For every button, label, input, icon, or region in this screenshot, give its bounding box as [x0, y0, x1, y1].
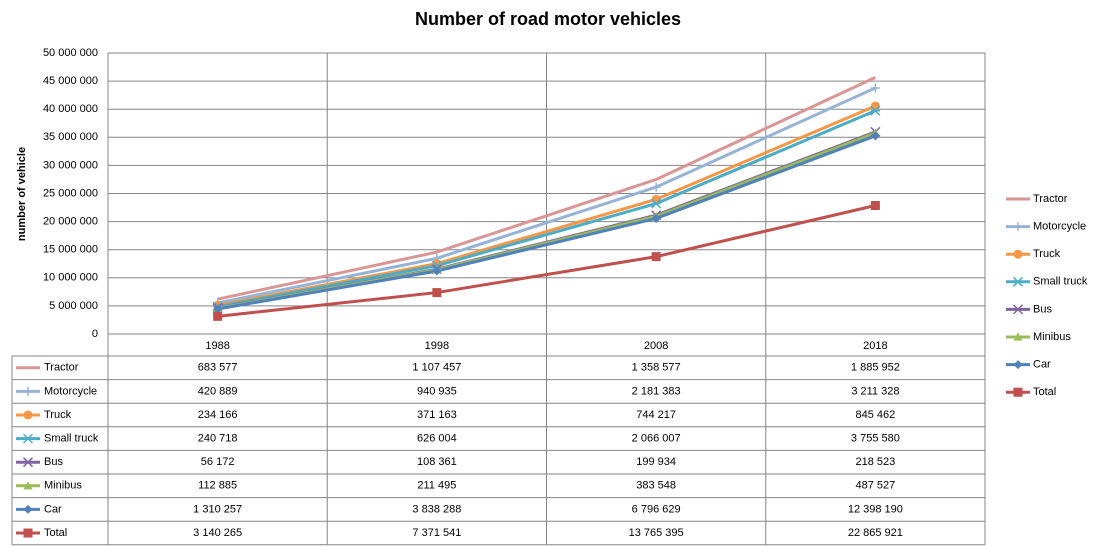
legend-label: Minibus — [1033, 331, 1071, 343]
table-value: 240 718 — [198, 433, 238, 445]
table-value: 1 885 952 — [851, 362, 900, 374]
table-row-label: Total — [44, 527, 67, 539]
marker — [651, 213, 661, 223]
legend-label: Tractor — [1033, 193, 1068, 205]
y-tick-label: 30 000 000 — [43, 159, 98, 171]
table-value: 3 838 288 — [412, 503, 461, 515]
table-value: 683 577 — [198, 362, 238, 374]
marker — [870, 83, 880, 93]
marker — [1013, 360, 1023, 370]
marker — [870, 105, 881, 116]
series-line — [217, 109, 876, 309]
marker — [1012, 276, 1024, 287]
marker — [651, 182, 661, 192]
legend-label: Total — [1033, 386, 1056, 398]
table-value: 3 140 265 — [193, 527, 242, 539]
table-value: 211 495 — [417, 480, 456, 492]
series-line — [217, 204, 876, 318]
table-value: 3 755 580 — [851, 433, 900, 445]
marker — [23, 504, 33, 514]
table-value: 1 358 577 — [632, 362, 681, 374]
series-line — [217, 86, 876, 305]
y-tick-label: 15 000 000 — [43, 244, 98, 256]
marker — [213, 311, 223, 321]
x-tick-label: 1988 — [205, 340, 229, 352]
table-value: 22 865 921 — [848, 527, 903, 539]
table-value: 56 172 — [201, 456, 235, 468]
marker — [1013, 222, 1023, 232]
y-axis-label: number of vehicle — [16, 147, 28, 241]
table-value: 234 166 — [198, 409, 238, 421]
marker — [432, 288, 442, 298]
legend-label: Truck — [1033, 248, 1061, 260]
table-value: 218 523 — [855, 456, 895, 468]
x-tick-label: 1998 — [425, 340, 449, 352]
table-row-label: Motorcycle — [44, 385, 97, 397]
legend-label: Car — [1033, 359, 1051, 371]
table-value: 1 107 457 — [412, 362, 461, 374]
table-value: 383 548 — [636, 480, 676, 492]
table-value: 199 934 — [636, 456, 676, 468]
table-value: 940 935 — [417, 385, 457, 397]
table-value: 12 398 190 — [848, 503, 903, 515]
table-value: 845 462 — [855, 409, 895, 421]
marker — [213, 304, 223, 314]
table-value: 6 796 629 — [632, 503, 681, 515]
y-tick-label: 25 000 000 — [43, 187, 98, 199]
table-value: 626 004 — [417, 433, 457, 445]
table-value: 112 885 — [198, 480, 237, 492]
marker — [23, 410, 33, 420]
y-tick-label: 0 — [92, 328, 98, 340]
table-row-label: Truck — [44, 409, 72, 421]
marker — [22, 457, 34, 468]
marker — [1012, 304, 1024, 315]
y-tick-label: 5 000 000 — [49, 300, 98, 312]
table-value: 371 163 — [417, 409, 457, 421]
legend-label: Motorcycle — [1033, 221, 1086, 233]
table-value: 3 211 328 — [851, 385, 899, 397]
y-tick-label: 35 000 000 — [43, 131, 98, 143]
marker — [651, 252, 661, 262]
y-tick-label: 20 000 000 — [43, 216, 98, 228]
marker — [23, 386, 33, 396]
marker — [1013, 332, 1023, 341]
series-line — [217, 134, 876, 311]
series-line — [217, 75, 877, 301]
x-tick-label: 2018 — [863, 340, 887, 352]
y-tick-label: 45 000 000 — [43, 75, 98, 87]
table-value: 744 217 — [636, 409, 676, 421]
chart-title: Number of road motor vehicles — [415, 9, 681, 29]
table-value: 2 066 007 — [632, 433, 681, 445]
table-value: 2 181 383 — [632, 385, 681, 397]
marker — [651, 198, 662, 209]
table-row-label: Small truck — [44, 433, 99, 445]
table-value: 420 889 — [198, 385, 238, 397]
table-row-label: Tractor — [44, 362, 79, 374]
table-value: 487 527 — [855, 480, 895, 492]
marker — [23, 528, 33, 538]
x-tick-label: 2008 — [644, 340, 668, 352]
y-tick-label: 10 000 000 — [43, 272, 98, 284]
marker — [870, 200, 880, 210]
marker — [432, 266, 442, 276]
table-row-label: Car — [44, 503, 62, 515]
table-value: 13 765 395 — [629, 527, 684, 539]
table-value: 1 310 257 — [193, 503, 242, 515]
y-tick-label: 40 000 000 — [43, 103, 98, 115]
table-row-label: Bus — [44, 456, 63, 468]
legend-label: Bus — [1033, 303, 1052, 315]
marker — [870, 101, 880, 111]
marker — [870, 131, 880, 141]
legend-label: Small truck — [1033, 276, 1088, 288]
table-value: 7 371 541 — [412, 527, 461, 539]
marker — [23, 481, 33, 490]
marker — [22, 433, 34, 444]
marker — [1013, 387, 1023, 397]
table-value: 108 361 — [417, 456, 457, 468]
marker — [1013, 249, 1023, 259]
y-tick-label: 50 000 000 — [43, 47, 98, 59]
table-row-label: Minibus — [44, 480, 82, 492]
series-line — [217, 104, 876, 307]
